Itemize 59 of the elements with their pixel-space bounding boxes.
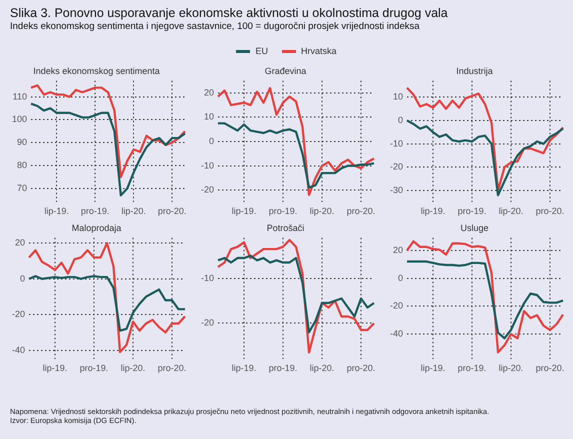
- x-tick-label: pro-19.: [458, 206, 486, 216]
- x-tick-label: lip-19.: [420, 206, 446, 216]
- x-tick-label: pro-19.: [80, 363, 108, 374]
- text: Slika 3. Ponovno usporavanje ekonomske aktivnosti u okolnostima drugog vala: [10, 6, 449, 20]
- x-tick-label: lip-20.: [498, 363, 524, 374]
- x-tick-label: lip-20.: [310, 206, 334, 216]
- y-tick-label: 0: [208, 136, 214, 146]
- chart-title: Građevina: [264, 66, 306, 76]
- y-tick-label: -20: [200, 184, 214, 195]
- x-tick-label: pro-20.: [346, 206, 376, 216]
- y-tick-label: 70: [17, 182, 28, 193]
- y-tick-label: 90: [17, 137, 28, 148]
- y-tick-label: -20: [200, 318, 214, 328]
- x-tick-label: pro-19.: [458, 363, 486, 374]
- x-tick-label: pro-20.: [158, 363, 186, 374]
- y-tick-label: -10: [200, 272, 214, 283]
- y-tick-label: 20: [14, 238, 26, 248]
- chart-title: Usluge: [460, 222, 489, 233]
- legend-label: EU: [255, 46, 268, 56]
- chart-title: Potrošači: [266, 222, 304, 233]
- y-tick-label: 80: [17, 160, 28, 170]
- y-tick-label: -30: [390, 185, 404, 196]
- y-tick-label: 0: [20, 273, 26, 284]
- y-tick-label: 20: [204, 87, 214, 98]
- y-tick-label: -20: [12, 309, 26, 320]
- x-tick-label: pro-19.: [80, 206, 110, 216]
- x-tick-label: lip-20.: [120, 363, 146, 374]
- y-tick-label: 0: [398, 114, 404, 125]
- text: Indeks ekonomskog sentimenta i njegove sastavnice, 100 = dugoročni prosjek vrijednosti indeksa: [10, 21, 421, 32]
- x-tick-label: lip-19.: [232, 363, 256, 374]
- x-tick-label: pro-20.: [536, 363, 564, 374]
- y-tick-label: 110: [12, 91, 28, 102]
- y-tick-label: 20: [392, 244, 404, 255]
- x-tick-label: pro-20.: [346, 363, 376, 374]
- x-tick-label: lip-19.: [44, 206, 69, 216]
- chart-title: Maloprodaja: [72, 222, 122, 233]
- x-tick-label: pro-20.: [536, 206, 564, 216]
- x-tick-label: lip-19.: [232, 206, 256, 216]
- x-tick-label: pro-20.: [158, 206, 186, 216]
- y-tick-label: -20: [390, 300, 404, 311]
- y-tick-label: 100: [12, 114, 28, 124]
- y-tick-label: -20: [390, 162, 404, 172]
- x-tick-label: lip-20.: [498, 206, 524, 216]
- y-tick-label: -10: [200, 160, 214, 170]
- chart-title: Industrija: [456, 66, 493, 76]
- x-tick-label: lip-20.: [310, 363, 334, 374]
- x-tick-label: lip-19.: [42, 363, 68, 374]
- x-tick-label: lip-19.: [420, 363, 446, 374]
- y-tick-label: -10: [390, 138, 404, 148]
- x-tick-label: pro-19.: [268, 363, 298, 374]
- chart-title: Indeks ekonomskog sentimenta: [33, 66, 160, 76]
- legend-label: Hrvatska: [301, 46, 337, 56]
- x-tick-label: lip-20.: [121, 206, 146, 216]
- y-tick-label: 10: [204, 112, 214, 122]
- x-tick-label: pro-19.: [268, 206, 298, 216]
- y-tick-label: 0: [398, 272, 404, 283]
- y-tick-label: -40: [390, 328, 404, 339]
- y-tick-label: 10: [392, 92, 404, 102]
- y-tick-label: -40: [12, 344, 26, 355]
